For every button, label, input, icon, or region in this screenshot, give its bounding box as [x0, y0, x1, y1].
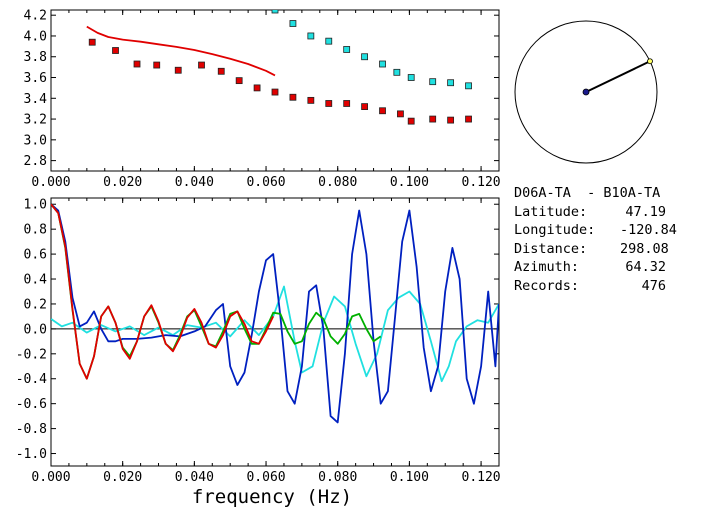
cyan-marker — [429, 78, 437, 86]
y-tick-label: -1.0 — [16, 447, 47, 462]
info-label: Longitude: — [514, 222, 596, 239]
compass-center-dot — [582, 88, 590, 96]
y-tick-label: -0.6 — [16, 397, 47, 412]
info-label: Distance: — [514, 240, 588, 257]
info-row-records: Records: 476 — [514, 277, 666, 296]
y-tick-label: 0.0 — [24, 322, 47, 337]
y-tick-label: 3.0 — [24, 133, 47, 148]
cyan-marker — [465, 82, 472, 90]
red-marker — [253, 84, 261, 92]
cyan-marker — [379, 60, 386, 68]
x-tick-label: 0.040 — [175, 175, 214, 190]
x-tick-label: 0.080 — [318, 470, 357, 485]
y-tick-label: 4.0 — [24, 29, 47, 44]
x-axis-title: frequency (Hz) — [192, 486, 352, 508]
top-panel: 0.000 0.020 0.040 0.060 0.080 0.100 0.120 2.8 3.… — [24, 9, 501, 190]
red-marker — [217, 67, 225, 75]
red-marker — [235, 77, 243, 85]
red-series-line — [86, 25, 276, 77]
x-tick-label: 0.100 — [390, 470, 429, 485]
x-tick-label: 0.120 — [462, 175, 501, 190]
x-tick-label: 0.120 — [462, 470, 501, 485]
blue-series-line — [51, 203, 499, 424]
compass-tip-dot — [647, 58, 653, 65]
red-marker — [343, 100, 351, 107]
info-label: Records: — [514, 277, 580, 294]
x-tick-label: 0.100 — [390, 175, 429, 190]
red-marker — [325, 100, 333, 107]
y-tick-label: 3.6 — [24, 71, 47, 86]
info-value: 476 — [641, 277, 666, 294]
info-row-longitude: Longitude: -120.84 — [514, 221, 677, 240]
x-tick-label: 0.020 — [103, 470, 142, 485]
x-tick-label: 0.060 — [246, 175, 285, 190]
red-marker — [379, 107, 386, 115]
red-marker — [198, 61, 205, 69]
cyan-marker — [271, 10, 279, 14]
azimuth-compass — [514, 20, 658, 164]
y-tick-label: 1.0 — [24, 198, 47, 213]
red-marker — [112, 47, 119, 54]
red-marker — [174, 66, 182, 74]
x-tick-label: 0.060 — [246, 470, 285, 485]
y-tick-label: 0.8 — [24, 223, 47, 238]
x-tick-label: 0.000 — [31, 470, 70, 485]
green-series-line — [51, 203, 382, 380]
cyan-marker — [289, 20, 297, 27]
y-tick-label: 0.6 — [24, 248, 47, 263]
red-series-line — [51, 203, 275, 380]
plot-area — [86, 10, 472, 125]
info-row-latitude: Latitude: 47.19 — [514, 203, 666, 222]
y-tick-label: 0.4 — [24, 273, 48, 288]
y-tick-label: -0.8 — [16, 422, 47, 437]
bottom-panel: 0.000 0.020 0.040 0.060 0.080 0.100 0.120 -1.0 -… — [16, 197, 501, 485]
cyan-marker — [393, 68, 401, 76]
red-marker — [407, 117, 415, 125]
info-label: Latitude: — [514, 203, 588, 220]
compass-circle — [514, 20, 658, 164]
y-tick-label: 2.8 — [24, 154, 47, 169]
red-marker — [397, 110, 404, 118]
info-value: 47.19 — [625, 203, 666, 220]
y-tick-label: -0.2 — [16, 347, 47, 362]
azimuth-needle — [585, 60, 651, 93]
station-pair: D06A-TA - B10A-TA — [514, 185, 661, 201]
red-marker — [271, 88, 279, 96]
y-tick-label: 4.2 — [24, 9, 47, 24]
cyan-marker — [447, 79, 455, 87]
red-marker — [133, 60, 141, 68]
y-tick-label: 3.2 — [24, 113, 47, 128]
cyan-marker — [343, 46, 351, 53]
red-marker — [88, 38, 96, 46]
red-marker — [361, 103, 369, 110]
info-row-distance: Distance: 298.08 — [514, 240, 669, 259]
cyan-marker — [307, 32, 315, 40]
red-marker — [289, 93, 297, 101]
red-marker — [465, 115, 472, 123]
y-tick-label: 3.8 — [24, 50, 47, 65]
plot-area — [51, 203, 499, 424]
info-label: Azimuth: — [514, 259, 580, 276]
y-tick-label: 3.4 — [24, 92, 48, 107]
red-marker — [307, 96, 315, 104]
cyan-marker — [361, 53, 369, 61]
red-marker — [153, 61, 161, 69]
station-info: D06A-TA - B10A-TA Latitude: 47.19 Longitu… — [514, 184, 677, 296]
x-tick-label: 0.020 — [103, 175, 142, 190]
cyan-marker — [325, 37, 333, 45]
y-tick-label: -0.4 — [16, 372, 47, 387]
red-marker — [447, 116, 455, 124]
x-tick-label: 0.080 — [318, 175, 357, 190]
info-value: 298.08 — [620, 240, 669, 257]
cyan-marker — [407, 74, 415, 81]
info-value: -120.84 — [620, 222, 677, 239]
x-tick-label: 0.000 — [31, 175, 70, 190]
info-row-azimuth: Azimuth: 64.32 — [514, 258, 666, 277]
info-value: 64.32 — [625, 259, 666, 276]
plot-frame — [50, 197, 500, 467]
y-tick-label: 0.2 — [24, 297, 47, 312]
red-marker — [429, 115, 437, 123]
x-tick-label: 0.040 — [175, 470, 214, 485]
